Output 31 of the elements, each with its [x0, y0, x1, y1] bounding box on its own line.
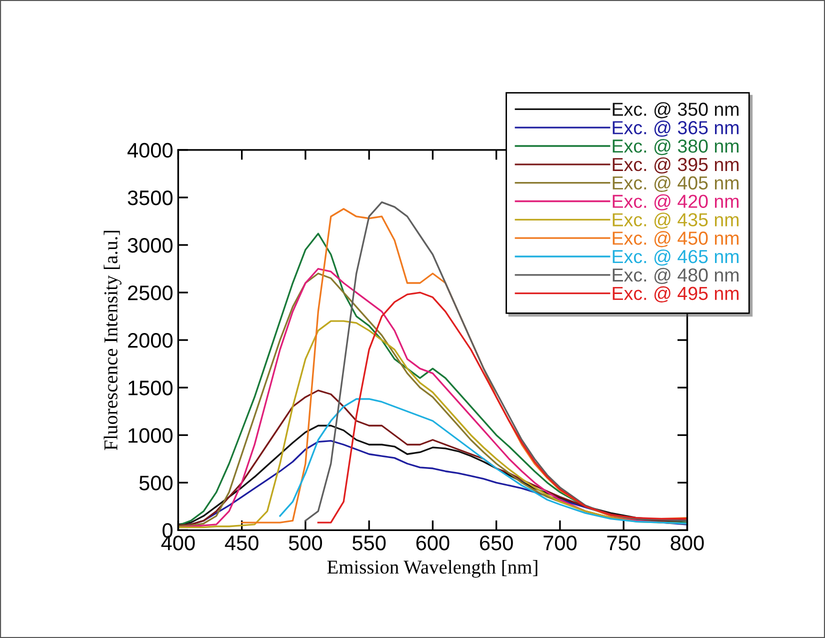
y-tick-label: 3000 [128, 238, 173, 253]
x-tick-label: 800 [670, 536, 704, 550]
y-axis-title: Fluorescence Intensity [a.u.] [104, 230, 122, 450]
legend-label: Exc. @ 435 nm [612, 212, 739, 229]
x-tick-label: 400 [161, 536, 195, 550]
x-tick-label: 700 [544, 536, 577, 550]
legend-label: Exc. @ 365 nm [612, 120, 739, 137]
x-tick-label: 600 [416, 536, 450, 550]
x-tick-label: 650 [480, 536, 513, 550]
legend-label: Exc. @ 350 nm [612, 102, 739, 118]
y-tick-label: 1500 [128, 380, 173, 396]
y-tick-label: 500 [139, 476, 173, 490]
y-tick-label: 2000 [128, 333, 173, 348]
legend-label: Exc. @ 480 nm [612, 268, 739, 284]
legend-label: Exc. @ 405 nm [612, 176, 739, 192]
legend-label: Exc. @ 495 nm [612, 286, 739, 302]
x-tick-label: 550 [352, 536, 386, 550]
legend-label: Exc. @ 420 nm [612, 194, 739, 210]
legend-label: Exc. @ 380 nm [612, 138, 739, 156]
x-axis-title: Emission Wavelength [nm] [327, 560, 538, 578]
x-tick-label: 500 [288, 536, 322, 550]
line-series [279, 398, 688, 524]
y-tick-label: 1000 [128, 428, 173, 443]
x-tick-label: 450 [224, 536, 258, 550]
y-tick-label: 2500 [128, 286, 173, 300]
legend-label: Exc. @ 450 nm [612, 231, 739, 248]
y-tick-label: 3500 [128, 190, 173, 206]
y-tick-label: 4000 [127, 142, 173, 158]
x-tick-label: 750 [607, 536, 640, 550]
legend-label: Exc. @ 465 nm [612, 249, 739, 266]
legend-label: Exc. @ 395 nm [612, 157, 739, 174]
